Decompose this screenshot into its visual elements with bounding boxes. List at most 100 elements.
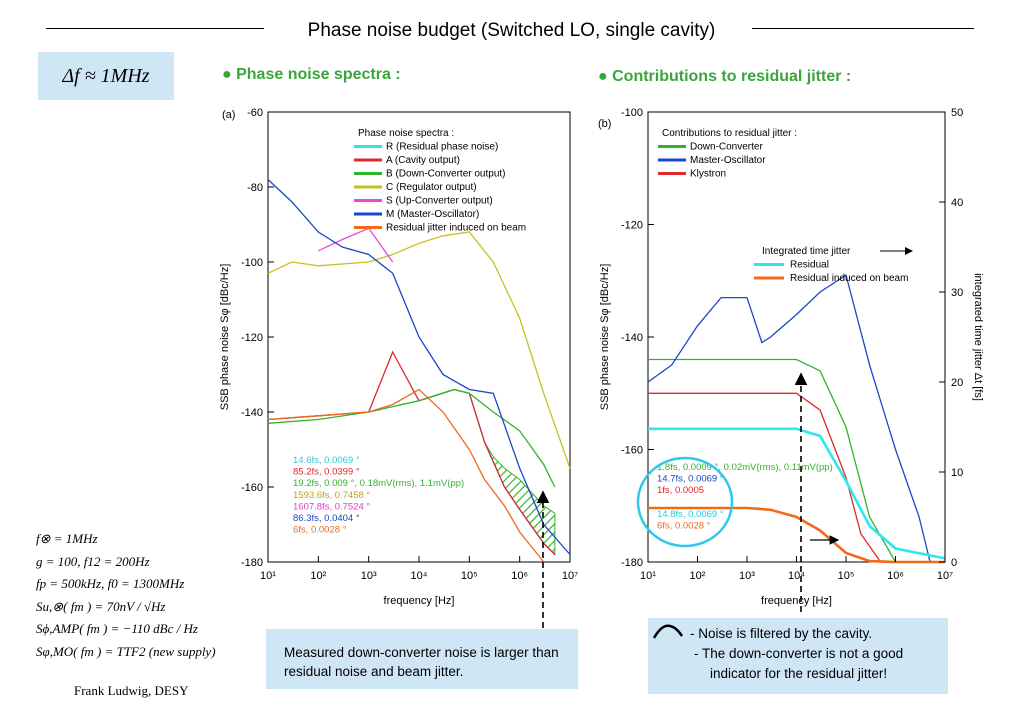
- bullet-phase-noise: ● Phase noise spectra :: [222, 66, 401, 83]
- y-tick-label: -100: [241, 257, 263, 269]
- y-tick-label: -180: [241, 557, 263, 569]
- parameter-list: f⊗ = 1MHz g = 100, f12 = 200Hz fp = 500k…: [36, 528, 216, 663]
- legend-entry: Residual: [790, 260, 829, 271]
- y2-tick-label: 10: [951, 467, 963, 479]
- series-line: [267, 388, 556, 488]
- x-tick-label: 10⁴: [411, 570, 428, 582]
- bullet-contributions: ● Contributions to residual jitter :: [598, 68, 852, 85]
- y2-tick-label: 30: [951, 287, 963, 299]
- legend-entry: B (Down-Converter output): [386, 169, 506, 180]
- chart-a: (a) 10¹ 10² 10³ 10⁴ 10⁵ 10⁶ 10⁷ -60 -80 -100 -120 -1…: [219, 107, 578, 607]
- x-tick-label: 10⁵: [838, 570, 855, 582]
- legend-entry: R (Residual phase noise): [386, 142, 498, 153]
- series-line: [267, 179, 571, 555]
- series-line: [267, 231, 571, 469]
- jitter-annotation: 1fs, 0.0005: [657, 485, 704, 496]
- x-tick-label: 10³: [739, 570, 755, 582]
- filter-curve-icon: [652, 624, 684, 639]
- chart-overlays: [536, 372, 840, 628]
- y2-tick-label: 0: [951, 557, 957, 569]
- panel-label: (a): [222, 109, 235, 121]
- jitter-annotation: 1607.8fs, 0.7524 °: [293, 501, 370, 512]
- legend-entry: Residual induced on beam: [790, 273, 908, 284]
- note-right: - Noise is filtered by the cavity. - The…: [648, 618, 948, 694]
- jitter-annotation: 85.2fs, 0.0399 °: [293, 467, 360, 478]
- y-tick-label: -140: [621, 332, 643, 344]
- x-tick-label: 10¹: [260, 570, 276, 582]
- delta-f-box: Δf ≈ 1MHz: [38, 52, 174, 100]
- y2-tick-label: 20: [951, 377, 963, 389]
- jitter-annotation: 6fs, 0.0028 °: [657, 520, 711, 531]
- legend-entry: Master-Oscillator: [690, 155, 766, 166]
- x-tick-label: 10²: [310, 570, 326, 582]
- note-right-line: - Noise is filtered by the cavity.: [690, 626, 873, 641]
- param-line: Sϕ,AMP( fm ) = −110 dBc / Hz: [36, 621, 198, 636]
- y-axis-label: SSB phase noise Sφ [dBc/Hz]: [599, 264, 611, 411]
- y-tick-label: -120: [621, 220, 643, 232]
- note-right-line: - The down-converter is not a good: [694, 646, 904, 661]
- y-tick-label: -140: [241, 407, 263, 419]
- x-tick-label: 10⁴: [788, 570, 805, 582]
- legend-entry: S (Up-Converter output): [386, 196, 493, 207]
- series-line: [647, 274, 931, 563]
- legend-title-2: Integrated time jitter: [762, 246, 851, 257]
- y-axis-label: SSB phase noise Sφ [dBc/Hz]: [219, 264, 231, 411]
- x-tick-label: 10³: [361, 570, 377, 582]
- y-tick-label: -100: [621, 107, 643, 119]
- jitter-annotation: 6fs, 0.0028 °: [293, 525, 347, 536]
- y-tick-label: -80: [247, 182, 263, 194]
- y-tick-label: -160: [241, 482, 263, 494]
- jitter-annotation: 86.3fs, 0.0404 °: [293, 513, 360, 524]
- y-tick-label: -160: [621, 445, 643, 457]
- jitter-annotation: 19.2fs, 0.009 °, 0.18mV(rms), 1.1mV(pp): [293, 478, 464, 489]
- legend-entry: Residual jitter induced on beam: [386, 223, 526, 234]
- legend-entry: M (Master-Oscillator): [386, 209, 479, 220]
- y2-tick-label: 50: [951, 107, 963, 119]
- jitter-annotation: 14.7fs, 0.0069 °: [657, 474, 724, 485]
- param-line: Sφ,MO( fm ) = TTF2 (new supply): [36, 643, 216, 659]
- x-axis-label: frequency [Hz]: [761, 595, 832, 607]
- x-tick-label: 10⁶: [511, 570, 528, 582]
- note-right-line: indicator for the residual jitter!: [710, 666, 888, 681]
- x-tick-label: 10²: [690, 570, 706, 582]
- param-line: f⊗ = 1MHz: [36, 531, 98, 546]
- slide-title: Phase noise budget (Switched LO, single …: [307, 20, 716, 41]
- chart-b: (b) 10¹ 10² 10³ 10⁴ 10⁵ 10⁶ 10⁷ -100 -120 -140 -160…: [598, 107, 984, 607]
- series-line: [648, 506, 945, 564]
- series-line: [648, 427, 946, 560]
- title-rule-right: [752, 28, 974, 29]
- x-tick-label: 10⁷: [937, 570, 953, 582]
- highlight-circle: [636, 456, 734, 548]
- legend-entry: A (Cavity output): [386, 155, 460, 166]
- y2-tick-label: 40: [951, 197, 963, 209]
- param-line: Su,⊗( fm ) = 70nV / √Hz: [36, 598, 166, 614]
- x-tick-label: 10⁵: [461, 570, 478, 582]
- x-tick-label: 10⁶: [887, 570, 904, 582]
- x-axis-label: frequency [Hz]: [384, 595, 455, 607]
- legend-entry: Klystron: [690, 169, 726, 180]
- author: Frank Ludwig, DESY: [74, 683, 189, 698]
- jitter-annotation: 1.8fs, 0.0009 °, 0.02mV(rms), 0.11mV(pp): [657, 462, 833, 473]
- y-tick-label: -60: [247, 107, 263, 119]
- legend-entry: Down-Converter: [690, 142, 763, 153]
- y-tick-label: -180: [621, 557, 643, 569]
- param-line: fp = 500kHz, f0 = 1300MHz: [36, 576, 185, 591]
- plot-frame: [647, 111, 946, 563]
- series-line: [648, 358, 945, 563]
- jitter-annotation: 14.8fs, 0.0069 °: [657, 509, 724, 520]
- legend-title: Contributions to residual jitter :: [662, 128, 797, 139]
- note-left: Measured down-converter noise is larger …: [266, 629, 578, 689]
- panel-label: (b): [598, 118, 611, 130]
- legend-title: Phase noise spectra :: [358, 128, 454, 139]
- x-tick-label: 10¹: [640, 570, 656, 582]
- param-line: g = 100, f12 = 200Hz: [36, 553, 150, 569]
- x-tick-label: 10⁷: [562, 570, 578, 582]
- jitter-annotation: 1593.6fs, 0.7458 °: [293, 490, 370, 501]
- jitter-annotation: 14.6fs, 0.0069 °: [293, 455, 360, 466]
- title-rule-left: [46, 28, 264, 29]
- legend-entry: C (Regulator output): [386, 182, 477, 193]
- series-line: [318, 227, 394, 263]
- series-line: [267, 388, 545, 563]
- y2-axis-label: integrated time jitter Δt [fs]: [972, 273, 984, 401]
